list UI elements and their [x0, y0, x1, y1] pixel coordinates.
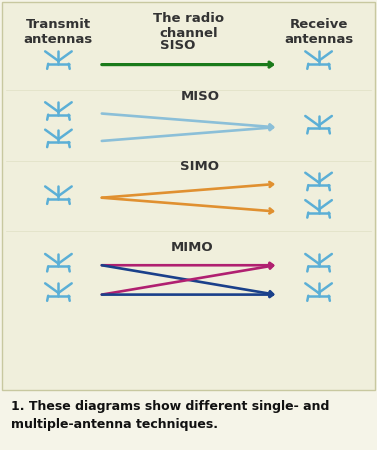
- Text: MIMO: MIMO: [171, 241, 214, 254]
- Text: Receive
antennas: Receive antennas: [284, 18, 353, 45]
- Text: MISO: MISO: [180, 90, 219, 103]
- Text: The radio
channel: The radio channel: [153, 12, 224, 40]
- Text: SISO: SISO: [159, 39, 195, 52]
- Text: 1. These diagrams show different single- and
multiple-antenna techniques.: 1. These diagrams show different single-…: [11, 400, 329, 431]
- Text: SIMO: SIMO: [180, 160, 219, 173]
- Text: Transmit
antennas: Transmit antennas: [24, 18, 93, 45]
